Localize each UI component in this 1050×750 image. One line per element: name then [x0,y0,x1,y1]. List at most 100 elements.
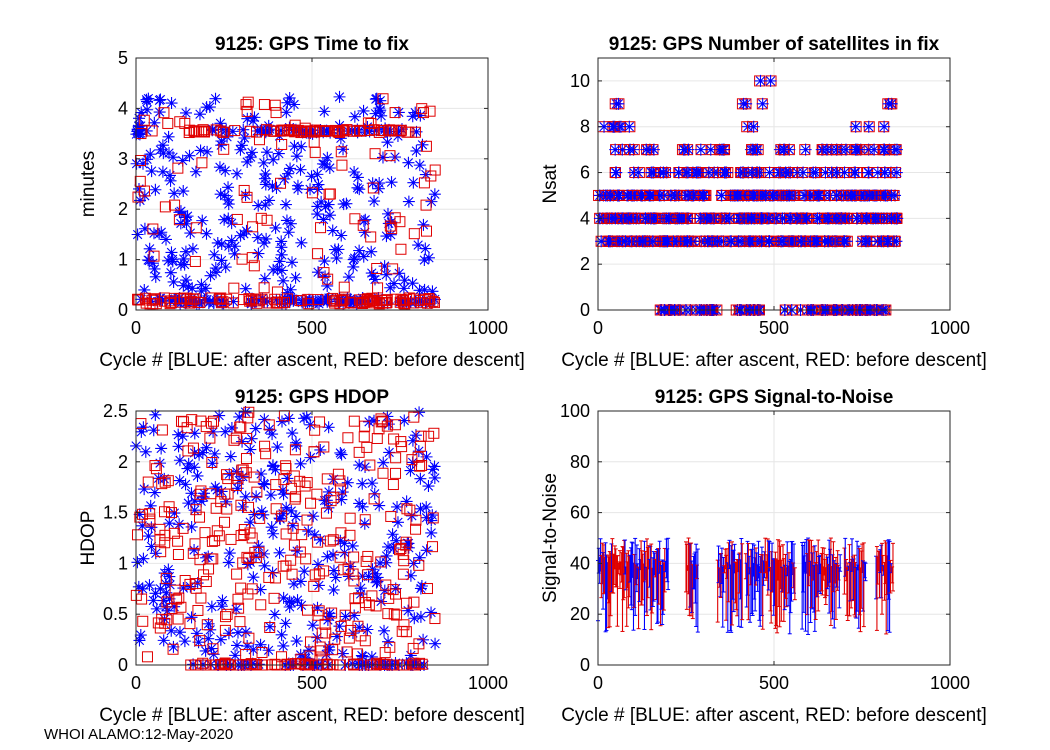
data-point-before-descent [312,248,324,260]
data-point-after-ascent [193,108,206,121]
data-point-before-descent [138,114,150,126]
data-point-before-descent [356,297,368,309]
data-point-after-ascent [238,132,251,145]
data-point-after-ascent [176,154,189,167]
data-point-after-ascent [239,625,252,638]
y-tick-label: 2.5 [103,401,128,421]
data-point-before-descent [389,107,401,119]
data-point-before-descent [425,170,437,182]
data-point-after-ascent [186,282,199,295]
data-point-after-ascent [384,228,397,241]
data-point-before-descent [412,451,424,463]
data-point-before-descent [228,434,240,446]
data-point-after-ascent [306,127,319,140]
data-point-after-ascent [258,413,271,426]
data-point-after-ascent [373,499,386,512]
data-point-after-ascent [294,648,307,661]
data-point-before-descent [408,596,420,608]
y-tick-label: 80 [570,452,590,472]
data-point-after-ascent [800,212,813,225]
data-point-before-descent [133,294,145,306]
data-point-after-ascent [256,292,269,305]
data-point-after-ascent [305,170,318,183]
data-point-before-descent [416,103,428,115]
data-point-before-descent [204,432,216,444]
data-point-after-ascent [389,657,402,670]
data-point-after-ascent [370,124,383,137]
data-point-before-descent [406,454,418,466]
data-point-before-descent [182,445,194,457]
data-point-before-descent [385,510,397,522]
data-point-before-descent [167,643,179,655]
data-point-before-descent [155,546,167,558]
data-point-before-descent [296,126,308,138]
data-point-after-ascent [820,143,833,156]
data-point-after-ascent [215,485,228,498]
data-point-after-ascent [280,214,293,227]
data-point-after-ascent [623,120,636,133]
data-point-after-ascent [745,212,758,225]
data-point-before-descent [335,527,347,539]
data-point-after-ascent [202,632,215,645]
data-point-before-descent [324,188,336,200]
data-point-before-descent [316,653,328,665]
data-point-after-ascent [285,504,298,517]
data-point-after-ascent [225,421,238,434]
data-point-before-descent [420,140,432,152]
data-point-before-descent [192,604,204,616]
data-point-before-descent [329,124,341,136]
data-point-after-ascent [428,188,441,201]
data-point-before-descent [241,191,253,203]
data-point-before-descent [423,293,435,305]
data-point-after-ascent [417,218,430,231]
data-point-after-ascent [416,138,429,151]
data-point-before-descent [248,471,260,483]
data-point-after-ascent [268,608,281,621]
data-point-after-ascent [133,508,146,521]
data-point-before-descent [407,297,419,309]
data-point-before-descent [243,632,255,644]
data-point-before-descent [388,608,400,620]
data-point-after-ascent [429,637,442,650]
data-point-after-ascent [318,124,331,137]
data-point-after-ascent [222,212,235,225]
data-point-after-ascent [715,189,728,202]
data-point-after-ascent [263,423,276,436]
data-point-after-ascent [653,189,666,202]
data-point-before-descent [190,582,202,594]
data-point-after-ascent [307,510,320,523]
data-point-after-ascent [392,106,405,119]
data-point-after-ascent [155,226,168,239]
data-point-after-ascent [162,254,175,267]
data-point-after-ascent [188,494,201,507]
data-point-after-ascent [398,274,411,287]
data-point-before-descent [159,476,171,488]
data-point-before-descent [335,483,347,495]
data-point-after-ascent [353,621,366,634]
data-point-before-descent [177,522,189,534]
data-point-after-ascent [252,247,265,260]
y-tick-label: 6 [580,163,590,183]
data-point-after-ascent [622,212,635,225]
data-point-before-descent [154,622,166,634]
data-point-after-ascent [314,533,327,546]
data-point-after-ascent [347,260,360,273]
data-point-after-ascent [214,188,227,201]
data-point-after-ascent [390,534,403,547]
data-point-before-descent [384,125,396,137]
data-point-after-ascent [295,140,308,153]
data-point-after-ascent [420,450,433,463]
data-point-after-ascent [277,639,290,652]
data-point-after-ascent [173,454,186,467]
data-point-before-descent [387,479,399,491]
data-point-after-ascent [287,577,300,590]
data-point-before-descent [377,415,389,427]
data-point-after-ascent [154,582,167,595]
data-point-before-descent [173,592,185,604]
data-point-after-ascent [235,139,248,152]
data-point-after-ascent [143,242,156,255]
data-point-before-descent [137,508,149,520]
data-point-after-ascent [373,102,386,115]
data-point-after-ascent [747,120,760,133]
data-point-before-descent [217,126,229,138]
